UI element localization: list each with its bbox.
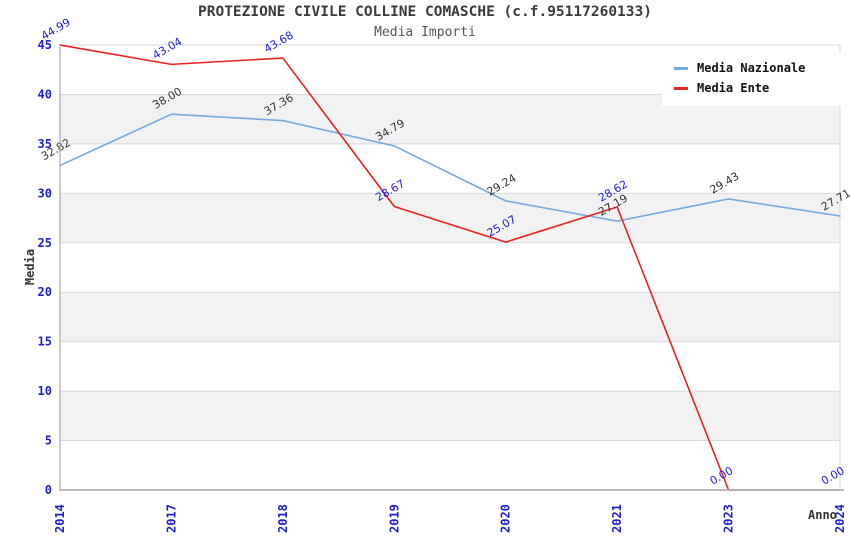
y-tick-label: 35 [38,137,52,151]
x-axis-title: Anno [808,508,837,522]
legend-item-media-ente: Media Ente [674,78,842,98]
media-nazionale-line-sample-icon [674,66,688,70]
y-tick-label: 20 [38,285,52,299]
x-tick-label: 2023 [722,504,736,533]
grid-band [60,292,840,342]
data-label: 0.00 [708,464,736,488]
y-tick-label: 10 [38,384,52,398]
legend-label-media-ente: Media Ente [697,81,770,95]
y-tick-label: 0 [45,483,52,497]
grid-band [60,391,840,441]
x-tick-label: 2019 [387,504,401,533]
chart-subtitle: Media Importi [374,25,476,40]
chart-title: PROTEZIONE CIVILE COLLINE COMASCHE (c.f.… [198,4,652,20]
y-tick-label: 30 [38,186,52,200]
x-tick-label: 2017 [164,504,178,533]
series-line-1 [59,44,841,491]
x-tick-label: 2020 [499,504,513,533]
data-label: 43.68 [262,29,296,56]
data-label: 44.99 [39,16,73,43]
y-axis-title: Media [23,248,37,286]
y-tick-label: 15 [38,335,52,349]
y-tick-label: 5 [45,434,52,448]
data-label: 43.04 [150,35,184,62]
chart-legend: Media Nazionale Media Ente [662,53,846,106]
y-tick-label: 40 [38,87,52,101]
x-tick-label: 2014 [53,504,67,533]
series-line-0 [59,113,841,222]
y-tick-label: 25 [38,236,52,250]
grid-band [60,193,840,243]
legend-item-media-nazionale: Media Nazionale [674,58,842,78]
legend-label-media-nazionale: Media Nazionale [697,61,806,75]
x-tick-label: 2021 [610,504,624,533]
y-tick-label: 45 [38,38,52,52]
media-ente-line-sample-icon [674,86,688,90]
data-label: 29.43 [708,170,742,197]
data-label: 0.00 [819,464,847,488]
x-tick-label: 2018 [276,504,290,533]
x-tick-label: 2024 [833,504,847,533]
